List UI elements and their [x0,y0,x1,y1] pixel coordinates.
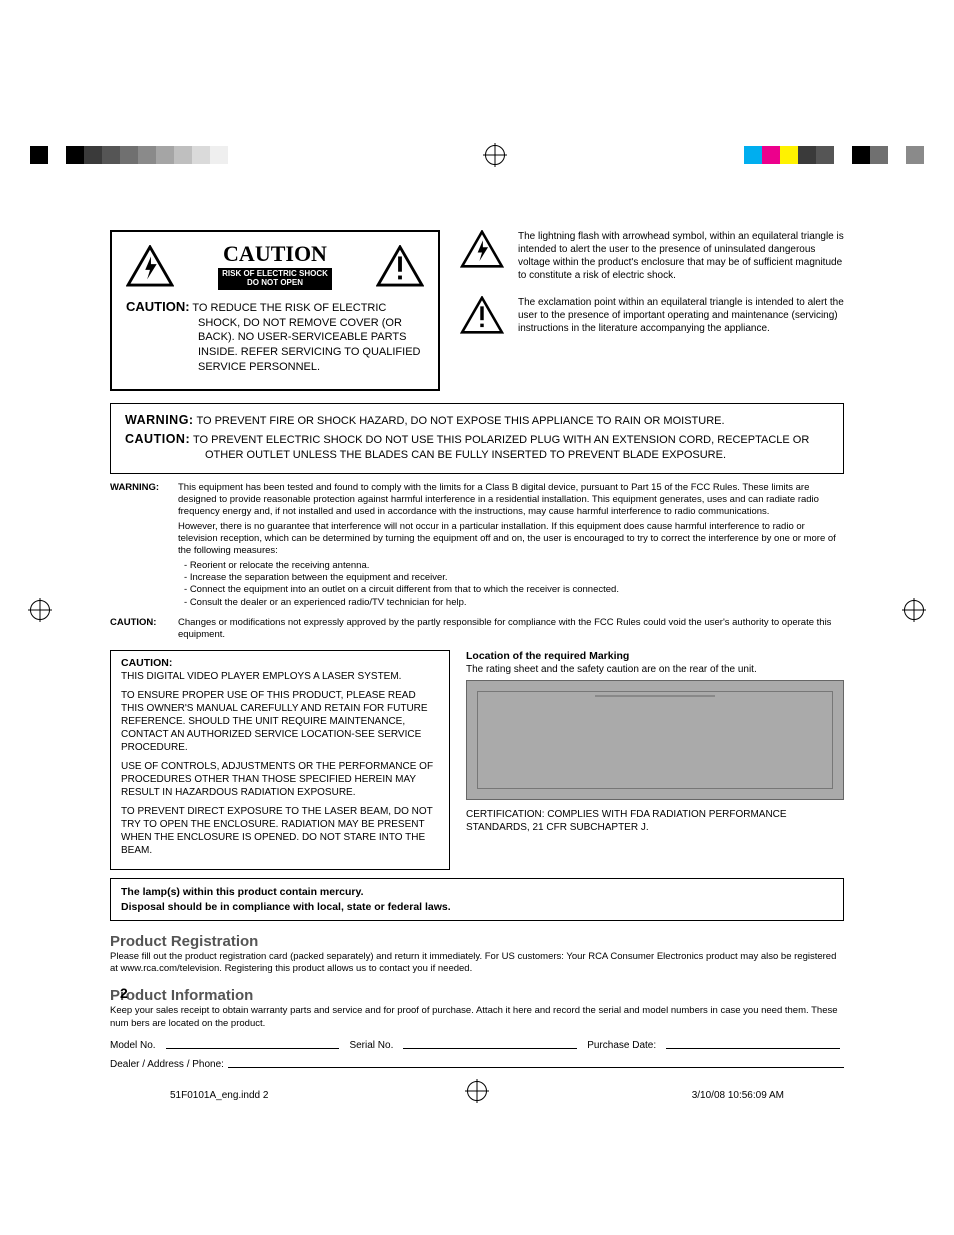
caution-title: CAUTION [218,242,332,266]
laser-head: CAUTION: [121,657,172,669]
field-line[interactable] [403,1038,577,1049]
laser-text: USE OF CONTROLS, ADJUSTMENTS OR THE PERF… [121,760,439,799]
fcc-warning: WARNING: This equipment has been tested … [110,482,844,609]
fcc-bullet: Connect the equipment into an outlet on … [184,584,844,596]
section-heading: Product Information [110,987,844,1004]
fcc-bullet: Consult the dealer or an experienced rad… [184,597,844,609]
certification-text: CERTIFICATION: COMPLIES WITH FDA RADIATI… [466,808,844,834]
registration-mark-icon [485,145,505,165]
side-note: The lightning flash with arrowhead symbo… [460,230,844,282]
field-line[interactable] [228,1057,844,1068]
laser-text: TO PREVENT DIRECT EXPOSURE TO THE LASER … [121,805,439,857]
field-label: Purchase Date: [587,1040,656,1051]
side-note-text: The exclamation point within an equilate… [518,296,844,335]
fcc-caution-label: CAUTION: [110,617,178,644]
print-marks-bottom [0,1081,954,1101]
side-note: The exclamation point within an equilate… [460,296,844,335]
caution-body-text: CAUTION: TO REDUCE THE RISK OF ELECTRIC … [126,298,424,375]
fcc-warning-label: WARNING: [110,482,178,609]
fields-row: Model No. Serial No. Purchase Date: [110,1040,844,1051]
side-note-text: The lightning flash with arrowhead symbo… [518,230,844,282]
marking-head: Location of the required Marking [466,650,629,662]
content-area: CAUTION RISK OF ELECTRIC SHOCKDO NOT OPE… [110,140,844,1070]
laser-text: TO ENSURE PROPER USE OF THIS PRODUCT, PL… [121,689,439,754]
warning-box: WARNING: TO PREVENT FIRE OR SHOCK HAZARD… [110,403,844,474]
caution-row: CAUTION RISK OF ELECTRIC SHOCKDO NOT OPE… [110,230,844,391]
fcc-bullets: Reorient or relocate the receiving anten… [178,560,844,609]
section-body: Please fill out the product registration… [110,951,844,976]
two-column: CAUTION:THIS DIGITAL VIDEO PLAYER EMPLOY… [110,650,844,871]
fcc-bullet: Increase the separation between the equi… [184,572,844,584]
laser-caution-box: CAUTION:THIS DIGITAL VIDEO PLAYER EMPLOY… [110,650,450,871]
field-line[interactable] [666,1038,840,1049]
field-label: Model No. [110,1040,156,1051]
caution-plate: CAUTION RISK OF ELECTRIC SHOCKDO NOT OPE… [218,242,332,290]
registration-mark-icon [467,1081,487,1101]
dealer-row: Dealer / Address / Phone: [110,1059,844,1070]
colorbar-left [30,146,246,164]
exclamation-triangle-icon [460,296,504,334]
lightning-triangle-icon [460,230,504,268]
marking-sub: The rating sheet and the safety caution … [466,663,844,676]
page-number: 2 [120,985,128,1001]
unit-rear-illustration [466,680,844,800]
lightning-triangle-icon [126,245,174,287]
section-body: Keep your sales receipt to obtain warran… [110,1005,844,1030]
fcc-text: This equipment has been tested and found… [178,482,844,519]
fcc-text: However, there is no guarantee that inte… [178,521,844,558]
section-heading: Product Registration [110,933,844,950]
exclamation-triangle-icon [376,245,424,287]
fcc-text: Changes or modifications not expressly a… [178,617,844,642]
field-line[interactable] [166,1038,340,1049]
registration-mark-icon [30,600,50,620]
print-marks-top [0,145,954,165]
side-notes: The lightning flash with arrowhead symbo… [460,230,844,391]
registration-mark-icon [904,600,924,620]
fcc-caution: CAUTION: Changes or modifications not ex… [110,617,844,644]
marking-column: Location of the required Marking The rat… [466,650,844,871]
mercury-notice: The lamp(s) within this product contain … [110,878,844,920]
fcc-bullet: Reorient or relocate the receiving anten… [184,560,844,572]
field-label: Serial No. [349,1040,393,1051]
colorbar-right [744,146,924,164]
caution-subtitle: RISK OF ELECTRIC SHOCKDO NOT OPEN [218,268,332,290]
field-label: Dealer / Address / Phone: [110,1059,224,1070]
caution-box: CAUTION RISK OF ELECTRIC SHOCKDO NOT OPE… [110,230,440,391]
page: CAUTION RISK OF ELECTRIC SHOCKDO NOT OPE… [0,0,954,1161]
